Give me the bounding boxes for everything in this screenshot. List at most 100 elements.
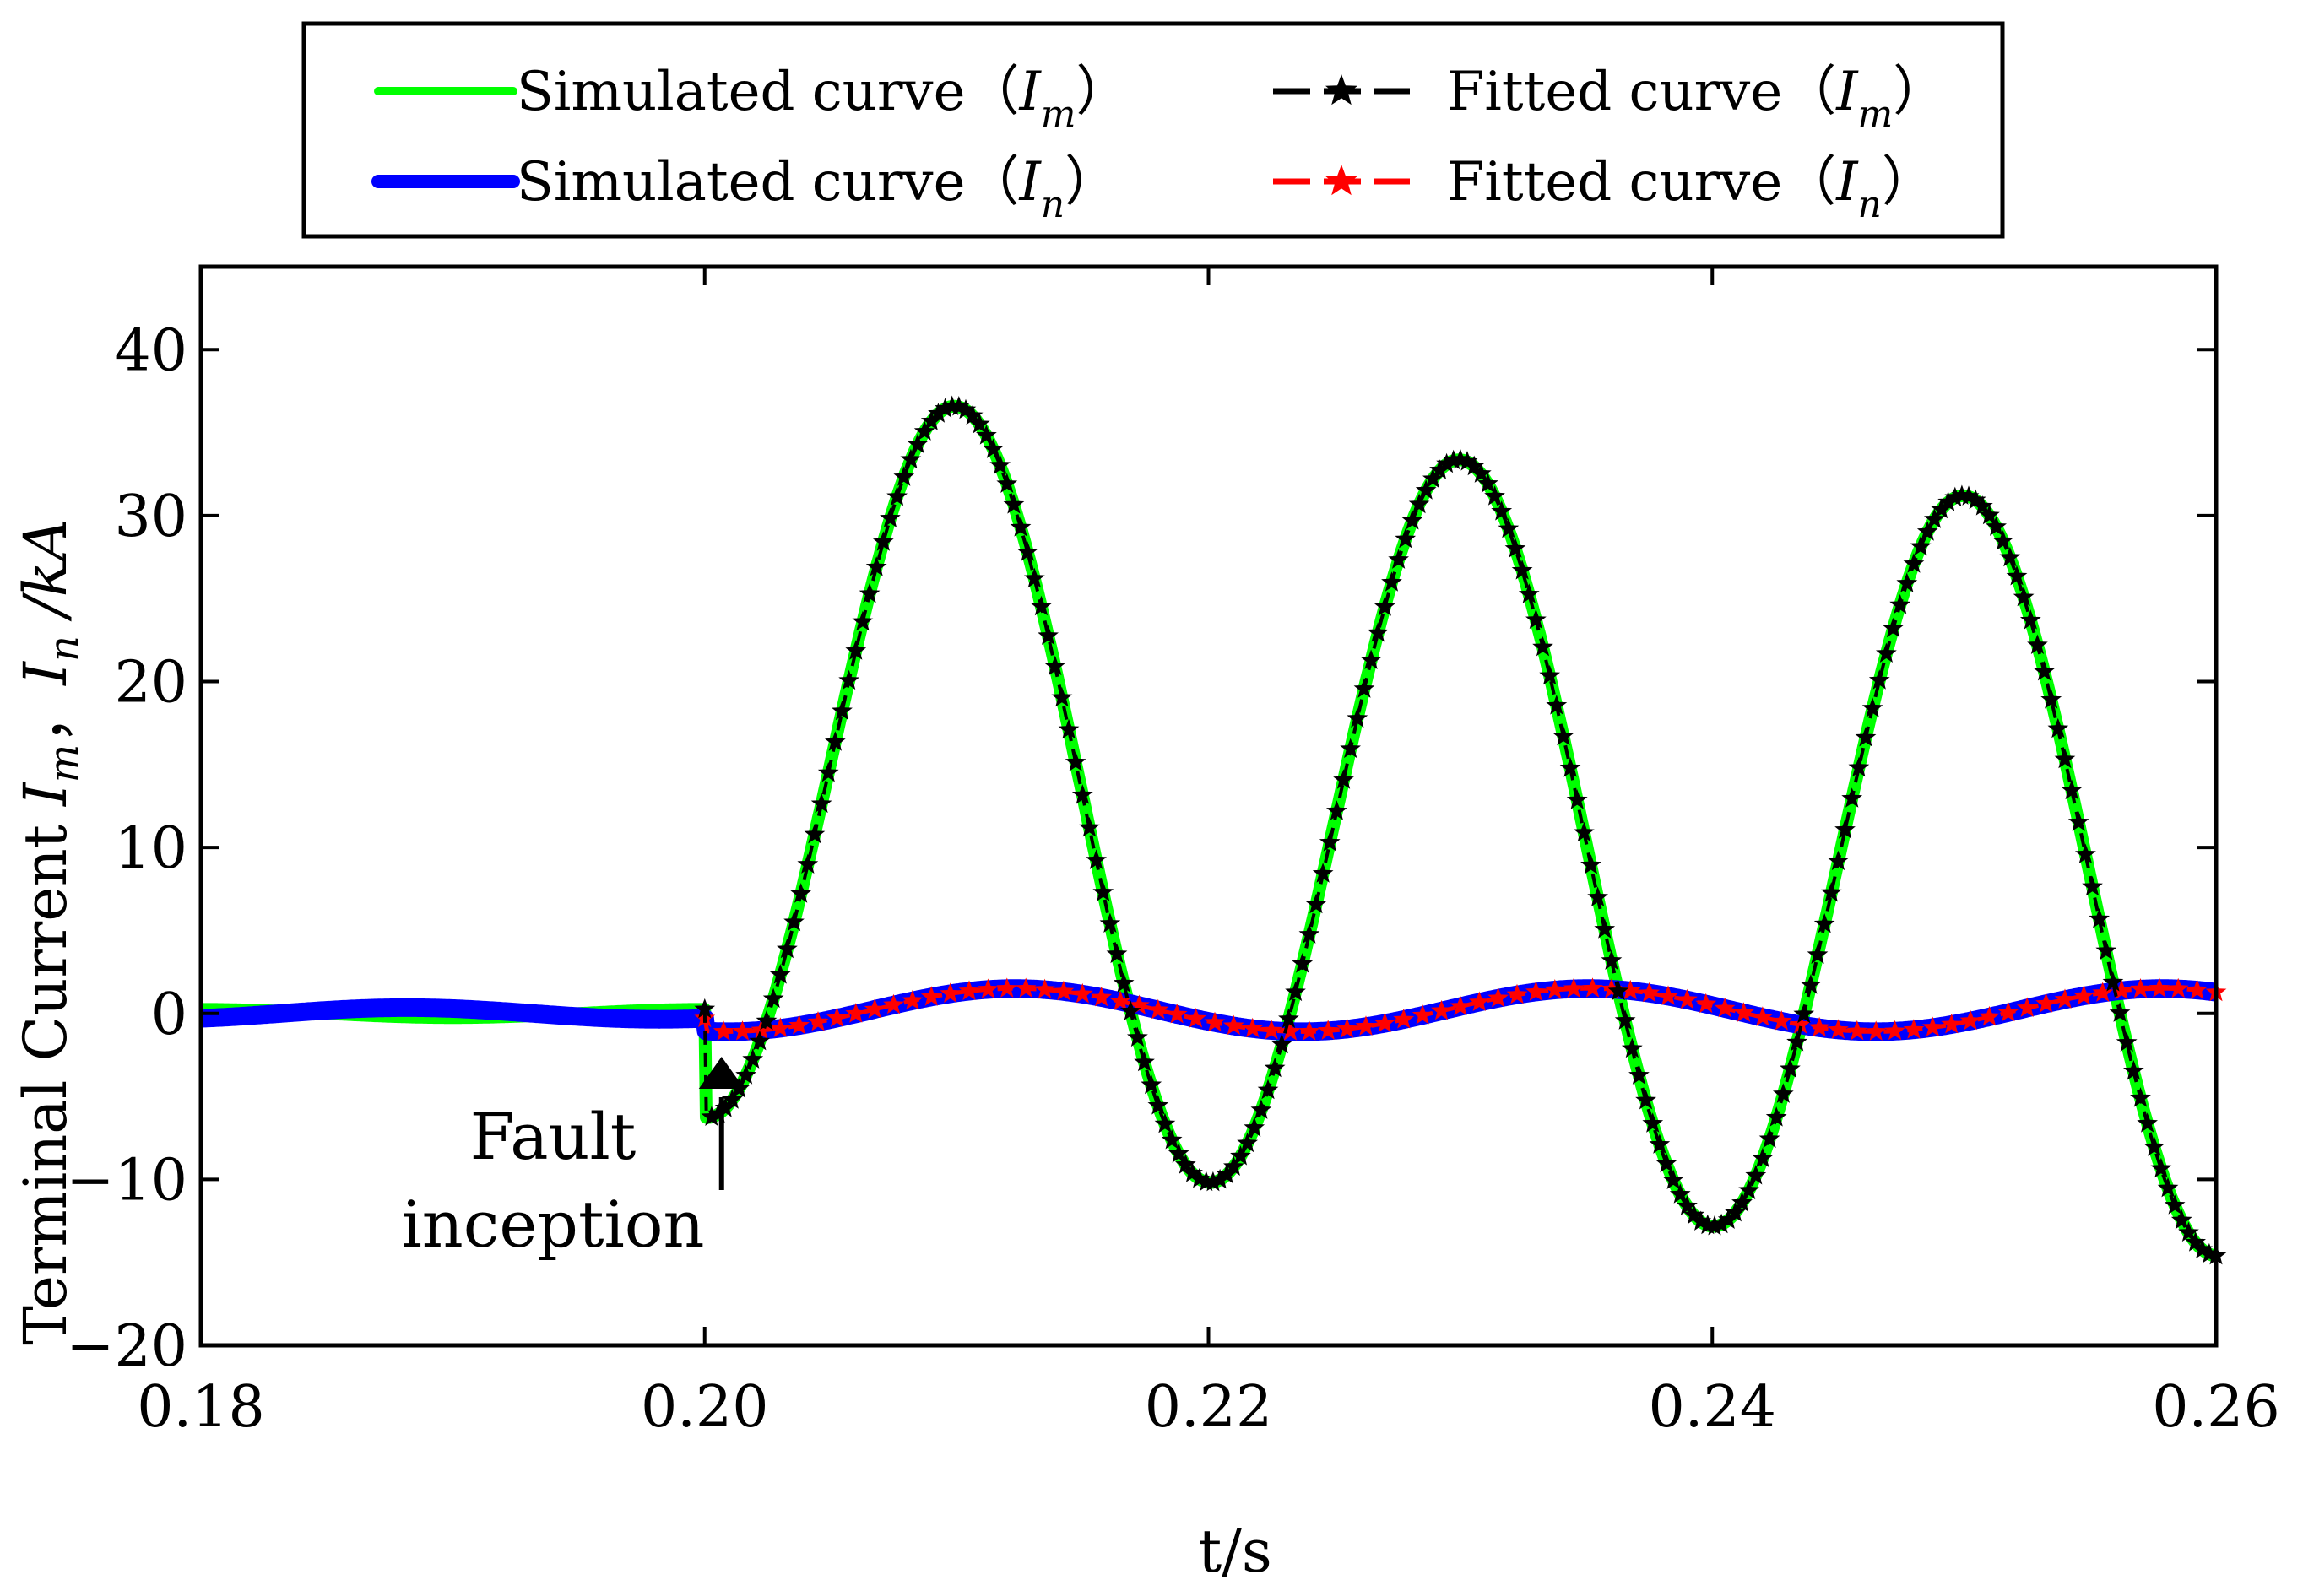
legend-box xyxy=(301,21,2005,239)
fitted-im-point xyxy=(1979,504,2000,525)
y-axis-sub-n: n xyxy=(41,636,88,662)
fitted-im-point xyxy=(1099,912,1121,933)
x-tick-label: 0.26 xyxy=(2152,1374,2279,1441)
fitted-in-point xyxy=(2054,988,2076,1009)
fitted-im-point xyxy=(1147,1095,1169,1115)
fitted-im-point xyxy=(1257,1079,1279,1100)
fitted-im-point xyxy=(1924,508,1945,528)
annotation-line: inception xyxy=(402,1187,705,1262)
legend-label: Simulated curve（Im） xyxy=(517,61,1130,136)
fitted-im-point xyxy=(735,1064,756,1085)
fitted-im-point xyxy=(989,454,1011,474)
legend-label-name: Simulated curve xyxy=(517,61,965,123)
fitted-im-point xyxy=(1828,850,1849,871)
fitted-im-point xyxy=(1119,1000,1141,1020)
fitted-in-point xyxy=(732,1020,753,1041)
y-tick-label: 20 xyxy=(114,650,187,717)
fitted-in-point xyxy=(2167,977,2189,998)
fitted-im-point xyxy=(1360,649,1382,669)
fitted-im-point xyxy=(962,404,984,425)
legend-label-sub: n xyxy=(1857,183,1881,226)
x-tick-label: 0.22 xyxy=(1145,1374,1272,1441)
fitted-in-point xyxy=(1487,987,1509,1008)
fitted-im-point xyxy=(2164,1194,2186,1215)
fitted-im-point xyxy=(1861,697,1883,717)
fitted-im-point xyxy=(832,700,853,721)
fitted-im-point xyxy=(1525,609,1547,630)
fitted-im-point xyxy=(1642,1112,1664,1133)
fitted-im-point xyxy=(2040,689,2062,709)
fitted-im-point xyxy=(1415,479,1437,500)
fitted-in-point xyxy=(1506,983,1528,1004)
fitted-im-point xyxy=(1504,538,1526,558)
y-axis-var-m: I xyxy=(11,782,80,808)
fitted-im-point xyxy=(928,403,949,423)
fitted-im-point xyxy=(1038,625,1059,645)
fitted-im-point xyxy=(1491,500,1513,521)
fitted-in-point xyxy=(1147,998,1169,1020)
x-tick-label: 0.24 xyxy=(1649,1374,1776,1441)
fitted-im-point xyxy=(1690,1210,1712,1231)
legend-marker xyxy=(1325,74,1357,105)
fitted-im-point xyxy=(1807,944,1829,964)
fitted-im-point xyxy=(1182,1162,1203,1182)
fitted-im-point xyxy=(1820,882,1842,902)
legend-label-var: I xyxy=(1835,151,1859,214)
fitted-im-point xyxy=(913,420,935,441)
fitted-in-point xyxy=(751,1019,772,1040)
fitted-im-point xyxy=(1793,1003,1815,1024)
fitted-im-point xyxy=(1319,831,1341,852)
legend-label-name: Fitted curve xyxy=(1447,61,1782,123)
fitted-in-point xyxy=(1677,988,1698,1009)
fitted-in-point xyxy=(1109,990,1131,1010)
fitted-im-point xyxy=(790,883,811,903)
legend-label-sub: m xyxy=(1857,93,1893,136)
fitted-im-point xyxy=(1683,1204,1704,1225)
fitted-in-point xyxy=(1431,999,1452,1020)
fitted-im-point xyxy=(1395,527,1417,549)
fitted-in-point xyxy=(902,989,924,1010)
fitted-im-point xyxy=(1662,1169,1684,1189)
fitted-in-point xyxy=(1846,1020,1868,1041)
fitted-im-point xyxy=(1278,1008,1299,1028)
fitted-im-point xyxy=(769,964,791,984)
fitted-in-point xyxy=(1657,985,1679,1005)
fitted-im-point xyxy=(1580,854,1601,874)
x-tick-label: 0.20 xyxy=(641,1374,768,1441)
fitted-in-point xyxy=(1790,1014,1811,1034)
fitted-im-point xyxy=(1141,1074,1162,1095)
fitted-im-point xyxy=(1614,1009,1636,1030)
legend-label-sub: m xyxy=(1041,93,1076,136)
fitted-in-point xyxy=(1979,1005,2000,1026)
fitted-im-point xyxy=(2157,1177,2179,1198)
fitted-im-point xyxy=(1305,893,1327,914)
fitted-in-point xyxy=(920,986,942,1006)
fitted-im-point xyxy=(1175,1154,1196,1174)
fitted-in-point xyxy=(1450,995,1471,1016)
y-tick-label: 40 xyxy=(114,317,187,384)
fitted-im-point xyxy=(2019,609,2041,630)
fitted-im-point xyxy=(1621,1037,1643,1058)
fitted-im-point xyxy=(1725,1201,1746,1222)
fitted-im-point xyxy=(1003,494,1025,514)
fitted-im-point xyxy=(900,448,922,469)
legend-entry: Simulated curve（In） xyxy=(371,151,1119,226)
fitted-in-point xyxy=(1941,1014,1963,1034)
fitted-in-point xyxy=(1412,1004,1433,1025)
fitted-im-point xyxy=(2013,586,2035,607)
fitted-in-point xyxy=(1091,986,1113,1007)
fitted-im-point xyxy=(1161,1129,1183,1150)
fitted-im-point xyxy=(1601,949,1623,970)
fitted-im-point xyxy=(1079,816,1100,837)
fitted-in-point xyxy=(1468,991,1490,1011)
fitted-in-point xyxy=(1034,978,1055,999)
fitted-in-point xyxy=(1336,1018,1357,1038)
fitted-im-point xyxy=(1401,510,1423,530)
series-fitted-im-line xyxy=(702,404,2217,1258)
fitted-im-point xyxy=(1031,595,1052,616)
fitted-im-point xyxy=(1347,707,1368,728)
fitted-im-point xyxy=(804,823,826,844)
legend: Simulated curve（Im） Fitted curve（Im）Simul… xyxy=(301,21,2005,239)
fitted-in-point xyxy=(1260,1020,1282,1040)
fitted-im-point xyxy=(1106,943,1128,964)
